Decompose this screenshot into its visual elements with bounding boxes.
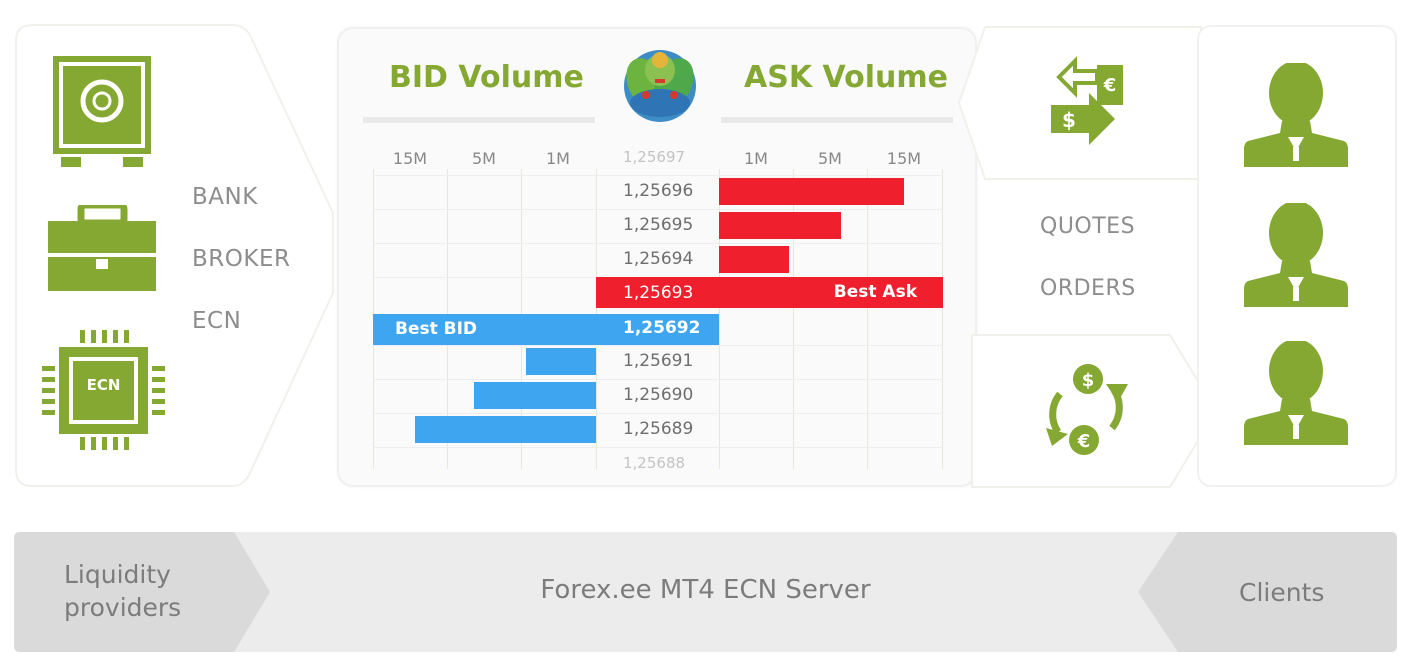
price-level: 1,25696 <box>623 181 694 201</box>
price-level: 1,25689 <box>623 419 694 439</box>
grid-line <box>942 169 943 469</box>
user-icon <box>1244 341 1348 445</box>
euro-symbol: € <box>1103 75 1117 96</box>
entity-label-bank: BANK <box>192 184 258 210</box>
server-title: Forex.ee MT4 ECN Server <box>540 575 871 605</box>
ecn-chip-icon <box>42 330 165 450</box>
bid-col-5m: 5M <box>472 149 496 168</box>
grid-line <box>793 169 794 469</box>
best-bid-row: Best BID <box>373 314 719 345</box>
grid-row-line <box>373 413 943 414</box>
clients-panel <box>1197 25 1397 487</box>
price-level: 1,25688 <box>623 454 686 472</box>
price-level: 1,25690 <box>623 385 694 405</box>
grid-row-line <box>373 379 943 380</box>
user-icon <box>1244 203 1348 307</box>
bid-volume-bar <box>473 382 596 409</box>
bid-volume-bar <box>525 348 596 375</box>
ask-col-15m: 15M <box>886 149 922 168</box>
liquidity-providers-tag-line1: Liquidity <box>64 560 171 589</box>
bank-vault-icon <box>53 56 151 167</box>
liquidity-providers-tag: Liquidity providers <box>64 558 181 624</box>
ask-col-1m: 1M <box>744 149 768 168</box>
price-level: 1,25695 <box>623 215 694 235</box>
bid-volume-bar <box>414 416 596 443</box>
clients-tag-shape <box>1138 532 1397 652</box>
currency-exchange-arrows-icon: € $ <box>1051 56 1123 145</box>
metatrader-logo-icon <box>624 50 696 122</box>
user-icon <box>1244 63 1348 167</box>
ask-title-underline <box>721 117 953 123</box>
orders-label: ORDERS <box>1040 276 1136 301</box>
grid-row-line <box>373 209 943 210</box>
euro-symbol: € <box>1077 431 1091 452</box>
best-ask-row: Best Ask <box>596 277 943 308</box>
ask-col-5m: 5M <box>818 149 842 168</box>
ask-volume-title: ASK Volume <box>744 60 948 95</box>
liquidity-providers-panel: ECN BANK BROKER ECN <box>0 0 360 500</box>
currency-cycle-icon: $ € <box>1046 364 1128 455</box>
liquidity-providers-tag-line2: providers <box>64 593 182 622</box>
price-level: 1,25691 <box>623 351 694 371</box>
bid-title-underline <box>363 117 595 123</box>
best-ask-label: Best Ask <box>833 282 917 302</box>
best-bid-label: Best BID <box>395 319 478 339</box>
liquidity-providers-tag-shape <box>14 532 270 652</box>
dollar-symbol: $ <box>1082 370 1095 391</box>
order-book-panel: BID Volume ASK Volume 15M 5M 1M 1M 5M 15… <box>337 27 977 487</box>
ask-volume-bar <box>719 212 842 239</box>
price-level: 1,25697 <box>623 148 686 166</box>
orders-box-shape <box>971 334 1218 488</box>
grid-row-line <box>373 447 943 448</box>
best-bid-price: 1,25692 <box>623 318 701 338</box>
bid-col-15m: 15M <box>392 149 428 168</box>
price-level: 1,25694 <box>623 249 694 269</box>
bid-volume-title: BID Volume <box>389 60 584 95</box>
grid-line <box>719 169 720 469</box>
ecn-chip-label: ECN <box>86 376 121 394</box>
dollar-symbol: $ <box>1062 108 1076 132</box>
best-ask-price: 1,25693 <box>623 283 694 303</box>
ask-volume-bar <box>719 246 790 273</box>
entity-label-ecn: ECN <box>192 308 242 334</box>
entity-label-broker: BROKER <box>192 246 291 272</box>
server-banner: Liquidity providers Forex.ee MT4 ECN Ser… <box>14 532 1397 652</box>
clients-tag: Clients <box>1239 578 1325 607</box>
grid-row-line <box>373 175 943 176</box>
grid-line <box>867 169 868 469</box>
ask-volume-bar <box>719 178 904 205</box>
quotes-box-shape <box>957 26 1202 180</box>
grid-row-line <box>373 243 943 244</box>
grid-row-line <box>373 345 943 346</box>
bid-col-1m: 1M <box>546 149 570 168</box>
quotes-label: QUOTES <box>1040 214 1136 239</box>
broker-briefcase-icon <box>48 205 156 291</box>
